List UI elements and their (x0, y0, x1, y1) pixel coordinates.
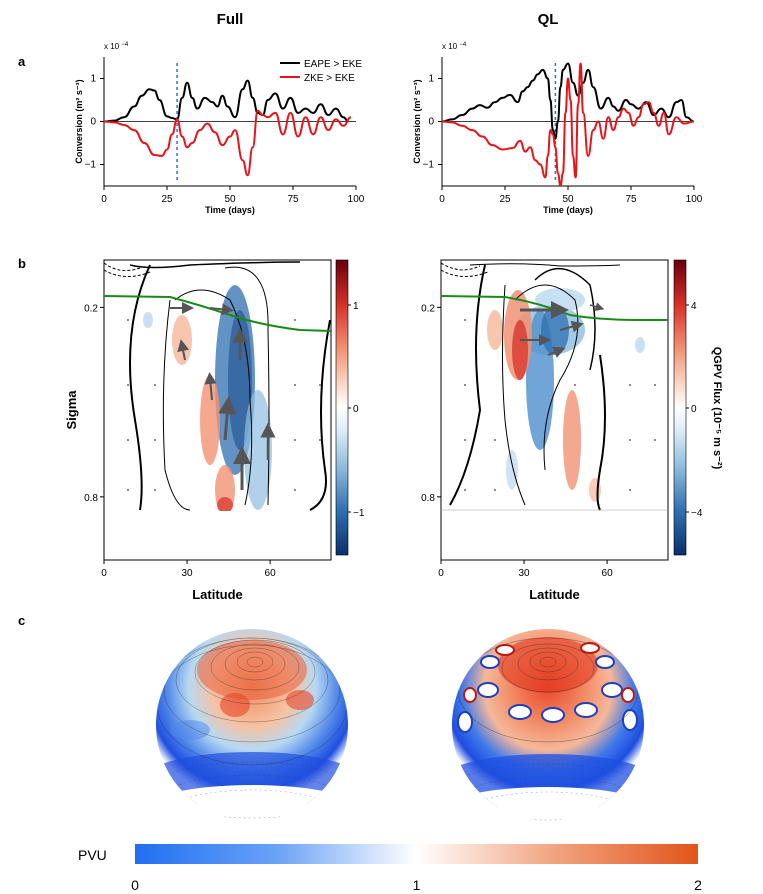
series-zke-line (442, 62, 694, 186)
pvu-colorbar: PVU (78, 844, 698, 864)
y-tick-label: 1 (428, 74, 434, 85)
conversion-chart-full: 0 25 50 75 100 −1 0 1 x 10 −4 Time (days) Conversi… (74, 42, 365, 215)
legend-eape-label: EAPE > EKE (304, 59, 362, 70)
colorbar-tick-label: 0 (353, 404, 359, 415)
exponent-label: x 10 −4 (104, 42, 129, 51)
y-tick-label: 1 (90, 74, 96, 85)
y-axis-label: Conversion (m² s⁻³) (412, 79, 422, 163)
y-tick-label: 0.8 (84, 493, 98, 504)
y-axis-label: Sigma (64, 390, 79, 430)
series-eape-line (442, 62, 694, 140)
pvu-label: PVU (78, 847, 107, 863)
y-tick-label: 0.2 (421, 303, 435, 314)
panel-label-a: a (18, 54, 26, 69)
x-tick-label: 25 (499, 194, 511, 205)
pvu-tick-label: 1 (413, 877, 421, 893)
pvu-tick-label: 2 (694, 877, 702, 893)
colorbar-label: QGPV Flux (10⁻⁵ m s⁻²) (711, 347, 723, 470)
conversion-chart-ql: 0 25 50 75 100 −1 0 1 x 10 −4 Time (days) Conversi… (412, 42, 703, 215)
x-tick-label: 30 (181, 568, 193, 579)
x-tick-label: 60 (602, 568, 614, 579)
x-tick-label: 75 (625, 194, 637, 205)
y-tick-label: 0 (428, 117, 434, 128)
colorbar-tick-label: −1 (353, 508, 365, 519)
legend: EAPE > EKE ZKE > EKE (280, 59, 362, 84)
pvu-tick-label: 0 (131, 877, 139, 893)
x-tick-label: 0 (101, 568, 107, 579)
series-zke-line (104, 109, 352, 177)
legend-zke-label: ZKE > EKE (304, 73, 355, 84)
y-tick-label: 0 (90, 117, 96, 128)
header-ql: QL (538, 11, 559, 28)
x-tick-label: 0 (438, 568, 444, 579)
x-axis-label: Time (days) (543, 205, 593, 215)
x-tick-label: 60 (265, 568, 277, 579)
cross-section-ql (440, 259, 669, 561)
colorbar-tick-label: 0 (691, 404, 697, 415)
x-tick-label: 100 (348, 194, 365, 205)
y-tick-label: −1 (423, 160, 435, 171)
series-eape-line (104, 79, 349, 123)
globe-full (156, 629, 348, 821)
x-axis-label: Latitude (529, 587, 580, 602)
panel-label-c: c (18, 613, 25, 628)
x-tick-label: 0 (439, 194, 445, 205)
x-tick-label: 100 (686, 194, 703, 205)
panel-label-b: b (18, 256, 26, 271)
y-axis-label: Conversion (m² s⁻³) (74, 79, 84, 163)
y-tick-label: −1 (85, 160, 97, 171)
x-tick-label: 30 (518, 568, 530, 579)
x-axis-label: Time (days) (205, 205, 255, 215)
x-tick-label: 0 (101, 194, 107, 205)
x-tick-label: 25 (161, 194, 173, 205)
colorbar-tick-label: 1 (353, 301, 359, 312)
x-tick-label: 75 (287, 194, 299, 205)
x-axis-label: Latitude (192, 587, 243, 602)
x-tick-label: 50 (562, 194, 574, 205)
colorbar-full (335, 259, 349, 556)
globe-ql (452, 629, 644, 821)
y-tick-label: 0.2 (84, 303, 98, 314)
colorbar-tick-label: −4 (691, 508, 703, 519)
exponent-label: x 10 −4 (442, 42, 467, 51)
x-tick-label: 50 (224, 194, 236, 205)
colorbar-tick-label: 4 (691, 301, 697, 312)
header-full: Full (217, 11, 244, 28)
y-tick-label: 0.8 (421, 493, 435, 504)
colorbar-ql (673, 259, 687, 556)
cross-section-full (103, 259, 332, 561)
